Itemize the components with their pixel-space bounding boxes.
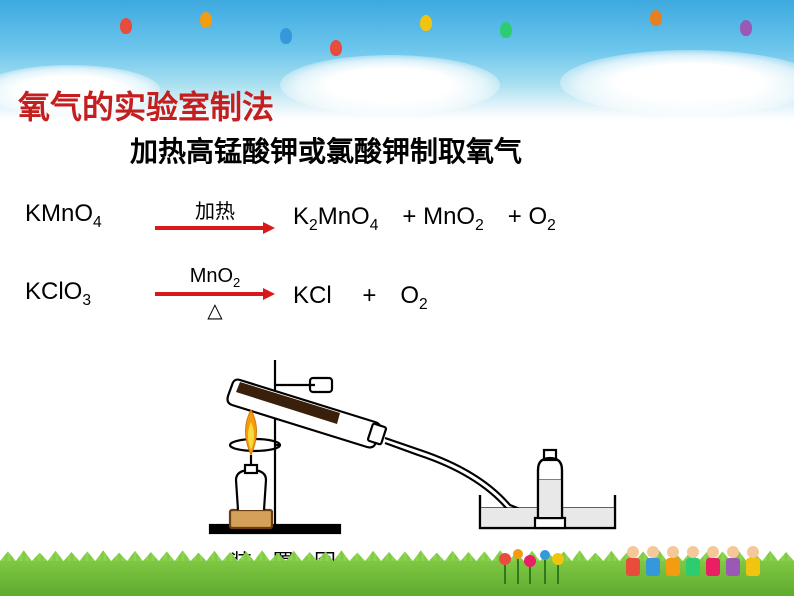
balloon-icon bbox=[740, 20, 752, 36]
eq1-arrow: 加热 bbox=[155, 195, 275, 236]
eq2-arrow: MnO2 △ bbox=[155, 265, 275, 323]
title-sub: 加热高锰酸钾或氯酸钾制取氧气 bbox=[130, 130, 522, 170]
kid-icon bbox=[644, 546, 662, 581]
balloon-icon bbox=[420, 15, 432, 31]
equation-2: KClO3 MnO2 △ KCl + O2 bbox=[25, 265, 428, 323]
balloon-icon bbox=[200, 12, 212, 28]
kid-icon bbox=[684, 546, 702, 581]
balloon-icon bbox=[280, 28, 292, 44]
equation-1: KMnO4 加热 K2MnO4 + MnO2 + O2 bbox=[25, 195, 556, 236]
eq2-heat-icon: △ bbox=[207, 298, 222, 323]
title-main: 氧气的实验室制法 bbox=[18, 82, 274, 128]
balloon-icon bbox=[650, 10, 662, 26]
cloud bbox=[560, 50, 794, 115]
eq1-reactant: KMnO4 bbox=[25, 200, 145, 232]
kid-icon bbox=[704, 546, 722, 581]
kid-icon bbox=[664, 546, 682, 581]
kid-icon bbox=[744, 546, 762, 581]
cloud bbox=[280, 55, 500, 115]
balloon-icon bbox=[120, 18, 132, 34]
balloon-icon bbox=[330, 40, 342, 56]
apparatus-diagram bbox=[160, 330, 630, 540]
balloon-icon bbox=[500, 22, 512, 38]
eq2-reactant: KClO3 bbox=[25, 278, 145, 310]
plants-decoration bbox=[490, 539, 570, 584]
arrow-icon bbox=[155, 220, 275, 236]
eq2-products: KCl + O2 bbox=[285, 275, 428, 314]
kids-decoration bbox=[624, 531, 774, 581]
kid-icon bbox=[624, 546, 642, 581]
eq1-products: K2MnO4 + MnO2 + O2 bbox=[285, 196, 556, 235]
kid-icon bbox=[724, 546, 742, 581]
